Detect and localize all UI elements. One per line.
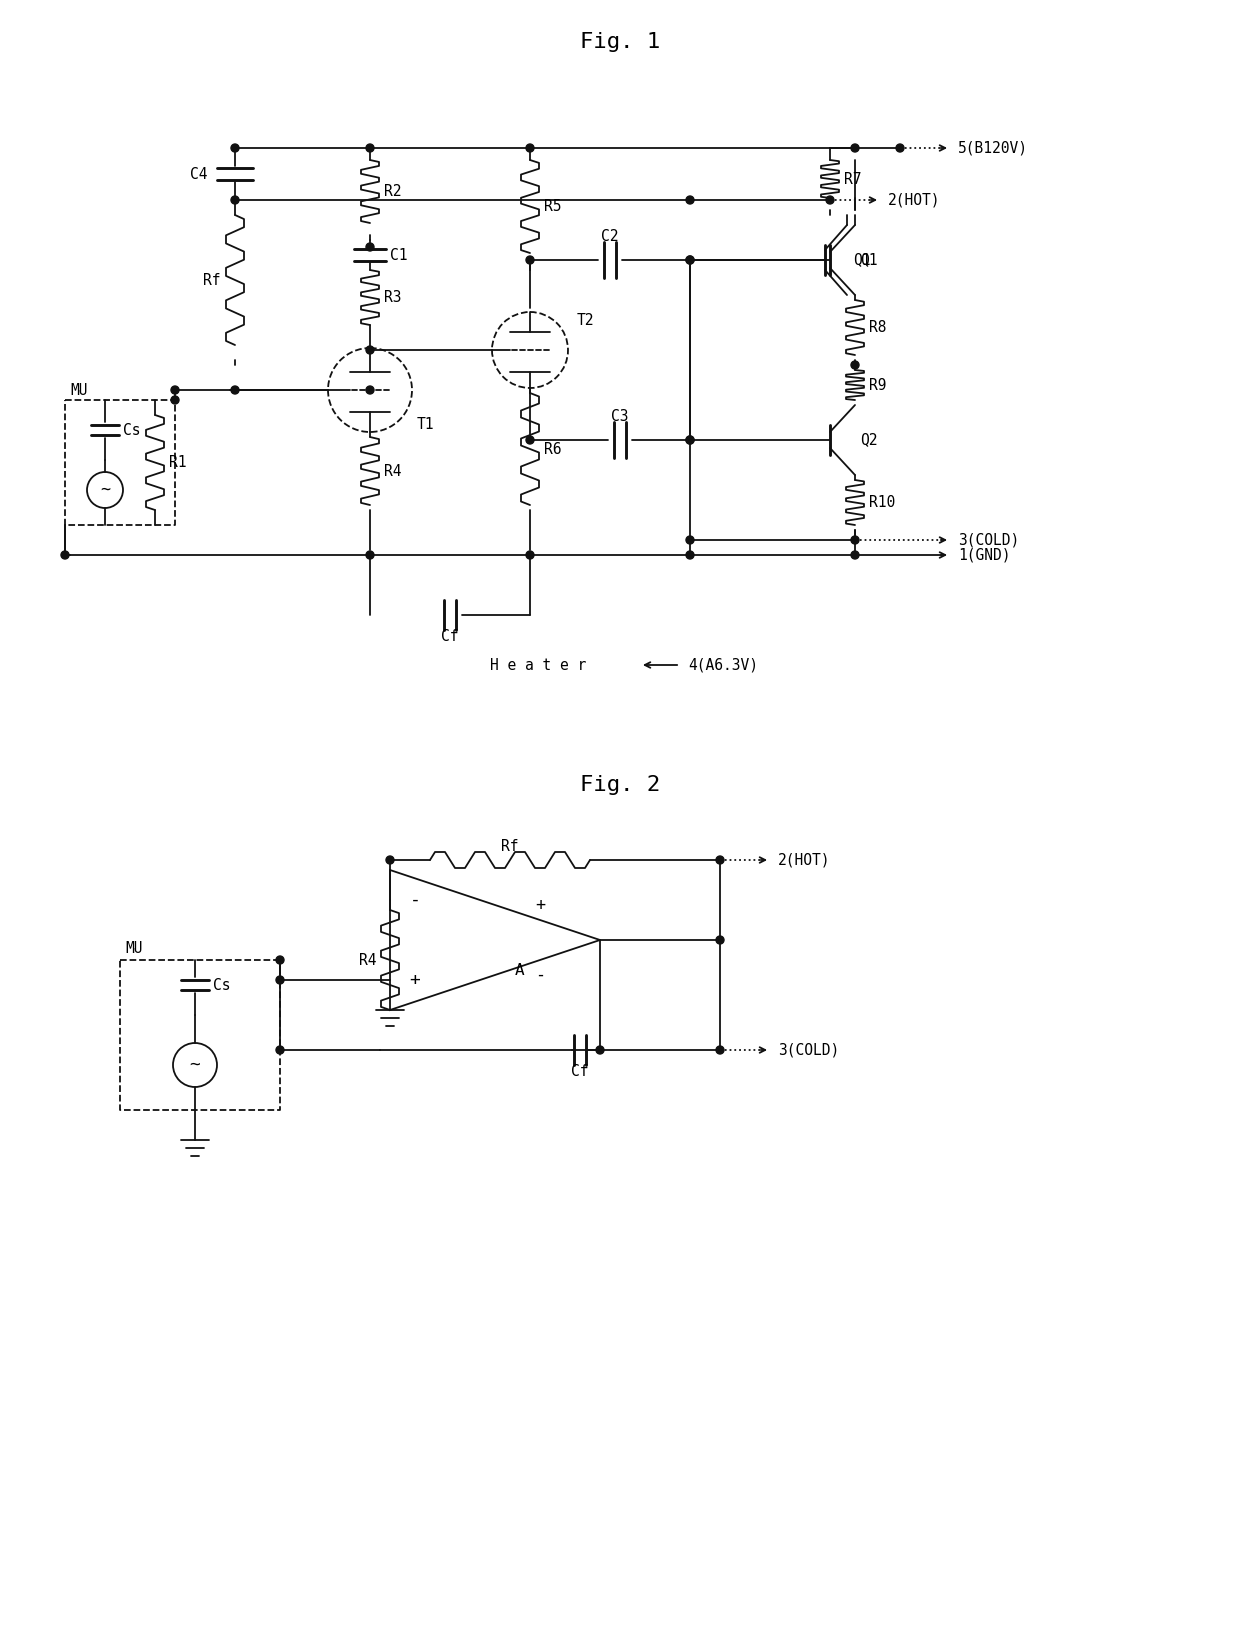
Circle shape [686, 437, 694, 443]
Circle shape [366, 143, 374, 152]
Circle shape [277, 976, 284, 984]
Text: MU: MU [125, 941, 143, 956]
Text: C4: C4 [190, 166, 207, 181]
Circle shape [851, 361, 859, 369]
Circle shape [526, 255, 534, 264]
Circle shape [851, 536, 859, 544]
Circle shape [526, 550, 534, 559]
Circle shape [366, 242, 374, 250]
Circle shape [686, 255, 694, 264]
Text: T1: T1 [417, 417, 434, 432]
Circle shape [715, 936, 724, 944]
Circle shape [231, 386, 239, 394]
Text: Q1: Q1 [861, 252, 878, 267]
Circle shape [686, 437, 694, 443]
Text: R10: R10 [869, 494, 895, 509]
Circle shape [386, 855, 394, 864]
Text: R4: R4 [384, 463, 402, 478]
Text: T2: T2 [577, 313, 594, 328]
Circle shape [231, 143, 239, 152]
Text: +: + [409, 971, 420, 989]
Text: 3(COLD): 3(COLD) [959, 532, 1019, 547]
Text: R8: R8 [869, 320, 887, 335]
Text: Cf: Cf [441, 628, 459, 643]
Circle shape [715, 855, 724, 864]
Text: 3(COLD): 3(COLD) [777, 1043, 839, 1058]
Text: 1(GND): 1(GND) [959, 547, 1011, 562]
Text: R1: R1 [169, 455, 186, 470]
Text: 5(B120V): 5(B120V) [959, 140, 1028, 155]
Text: C2: C2 [601, 229, 619, 244]
Text: ~: ~ [100, 481, 110, 499]
Circle shape [171, 386, 179, 394]
Circle shape [366, 550, 374, 559]
Text: R2: R2 [384, 185, 402, 199]
Text: Fig. 1: Fig. 1 [580, 31, 660, 53]
Circle shape [61, 550, 69, 559]
Text: R3: R3 [384, 290, 402, 305]
Text: Rf: Rf [203, 272, 221, 287]
Text: 2(HOT): 2(HOT) [888, 193, 940, 208]
Circle shape [171, 396, 179, 404]
Circle shape [851, 143, 859, 152]
Text: Cs: Cs [123, 422, 140, 437]
Circle shape [231, 196, 239, 204]
Circle shape [526, 143, 534, 152]
Text: Rf: Rf [501, 839, 518, 854]
Circle shape [715, 1046, 724, 1055]
Circle shape [686, 255, 694, 264]
Text: 2(HOT): 2(HOT) [777, 852, 831, 867]
Text: A: A [515, 962, 525, 977]
Text: 4(A6.3V): 4(A6.3V) [688, 658, 758, 672]
Text: Q2: Q2 [861, 432, 878, 448]
Text: H e a t e r: H e a t e r [490, 658, 587, 672]
Circle shape [526, 437, 534, 443]
Text: R4: R4 [358, 953, 376, 967]
Circle shape [851, 550, 859, 559]
Text: R7: R7 [844, 171, 862, 186]
Text: +: + [534, 897, 546, 915]
Text: Fig. 2: Fig. 2 [580, 775, 660, 794]
Circle shape [277, 1046, 284, 1055]
Text: Cs: Cs [213, 977, 231, 992]
Text: C1: C1 [391, 247, 408, 262]
Circle shape [686, 536, 694, 544]
Text: -: - [534, 966, 546, 984]
Circle shape [686, 196, 694, 204]
Circle shape [366, 386, 374, 394]
Circle shape [366, 346, 374, 354]
Text: Cf: Cf [572, 1063, 589, 1078]
Text: Q1: Q1 [853, 252, 870, 267]
Text: R9: R9 [869, 377, 887, 392]
Text: R5: R5 [544, 199, 562, 214]
Text: R6: R6 [544, 442, 562, 456]
Circle shape [826, 196, 835, 204]
Text: -: - [409, 892, 420, 910]
Text: MU: MU [69, 382, 88, 397]
Circle shape [897, 143, 904, 152]
Text: ~: ~ [190, 1056, 201, 1074]
Circle shape [277, 956, 284, 964]
Circle shape [596, 1046, 604, 1055]
Text: C3: C3 [611, 409, 629, 424]
Circle shape [686, 550, 694, 559]
